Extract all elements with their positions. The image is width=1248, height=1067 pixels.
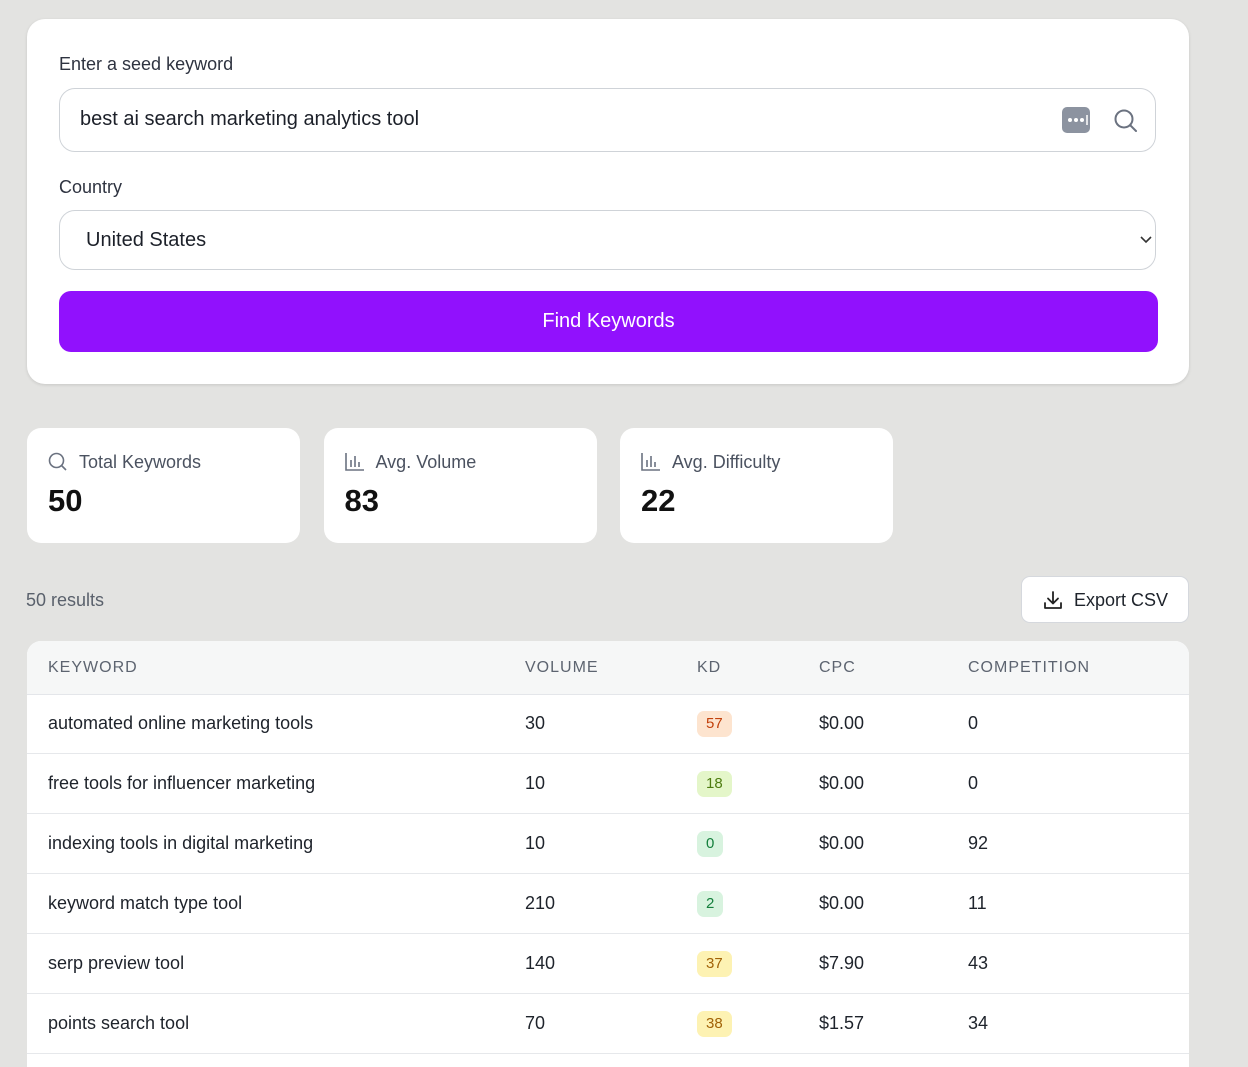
password-icon[interactable] [1062, 107, 1090, 133]
table-cell: 11 [968, 893, 987, 913]
table-cell: serp preview tool [48, 953, 185, 973]
column-header: COMPETITION [968, 659, 1091, 676]
column-header: CPC [819, 659, 856, 676]
stat-value: 50 [48, 483, 83, 518]
table-cell: 10 [525, 833, 546, 853]
column-header: KD [697, 659, 722, 676]
table-cell: keyword match type tool [48, 893, 243, 913]
export-button[interactable]: Export CSV [1021, 576, 1189, 623]
table-cell: 0 [968, 713, 979, 733]
stat-label: Avg. Difficulty [672, 452, 781, 472]
column-header: VOLUME [525, 659, 599, 676]
find-keywords-button[interactable]: Find Keywords [59, 291, 1158, 352]
stat-card: Total Keywords 50 [27, 428, 300, 543]
table-cell: 0 [968, 773, 979, 793]
table-cell: 92 [968, 833, 989, 853]
stat-card: Avg. Difficulty 22 [620, 428, 893, 543]
table-cell: 70 [525, 1013, 546, 1033]
stat-icon [48, 452, 67, 471]
seed-value: best ai search marketing analytics tool [80, 108, 420, 130]
table-cell: 34 [968, 1013, 989, 1033]
kd-badge: 18 [697, 771, 732, 797]
stat-label: Total Keywords [79, 452, 202, 472]
column-header: KEYWORD [48, 659, 138, 676]
keyword-table: KEYWORD VOLUME KD CPC COMPETITION automated … [27, 641, 1189, 1067]
kd-badge: 37 [697, 951, 732, 977]
table-row: serp preview tool 140 37 $7.90 43 [27, 934, 1189, 994]
table-row: keyword match type tool 210 2 $0.00 11 [27, 874, 1189, 934]
results-count: 50 results [26, 590, 105, 610]
table-cell: $1.57 [819, 1013, 865, 1033]
table-cell: $0.00 [819, 893, 865, 913]
table-cell: 140 [525, 953, 556, 973]
download-icon [1044, 591, 1062, 609]
kd-badge: 38 [697, 1011, 732, 1037]
table-row: indexing tools in digital marketing 10 0 $0… [27, 814, 1189, 874]
table-cell: indexing tools in digital marketing [48, 833, 314, 853]
table-cell: $0.00 [819, 833, 865, 853]
table-cell: free tools for influencer marketing [48, 773, 316, 793]
table-row: points search tool 70 38 $1.57 34 [27, 994, 1189, 1054]
table-cell: $7.90 [819, 953, 865, 973]
table-cell: 210 [525, 893, 556, 913]
country-value: United States [86, 229, 207, 251]
kd-badge: 0 [697, 831, 724, 857]
table-cell: automated online marketing tools [48, 713, 314, 733]
table-header: KEYWORD VOLUME KD CPC COMPETITION [27, 641, 1189, 695]
country-label: Country [59, 177, 123, 197]
stat-icon [344, 453, 364, 471]
seed-label: Enter a seed keyword [59, 54, 234, 74]
stat-label: Avg. Volume [375, 452, 477, 472]
table-row: free tools for influencer marketing 10 18 $… [27, 754, 1189, 814]
search-icon[interactable] [1113, 108, 1139, 134]
table-cell: points search tool [48, 1013, 190, 1033]
table-cell: $0.00 [819, 713, 865, 733]
seed-input[interactable]: best ai search marketing analytics tool [59, 88, 1156, 152]
chevron [1140, 236, 1152, 244]
table-row: automated online marketing tools 30 57 $0.0… [27, 694, 1189, 754]
kd-badge: 57 [697, 711, 732, 737]
table-cell: 10 [525, 773, 546, 793]
stat-value: 83 [344, 483, 379, 518]
stat-icon [641, 453, 660, 471]
kd-badge: 2 [697, 891, 724, 917]
stat-card: Avg. Volume 83 [323, 428, 597, 543]
stat-value: 22 [641, 483, 676, 518]
export-label: Export CSV [1074, 590, 1169, 610]
table-cell: 43 [968, 953, 989, 973]
country-select[interactable]: United States [59, 210, 1156, 270]
table-cell: $0.00 [819, 773, 865, 793]
table-cell: 30 [525, 713, 546, 733]
